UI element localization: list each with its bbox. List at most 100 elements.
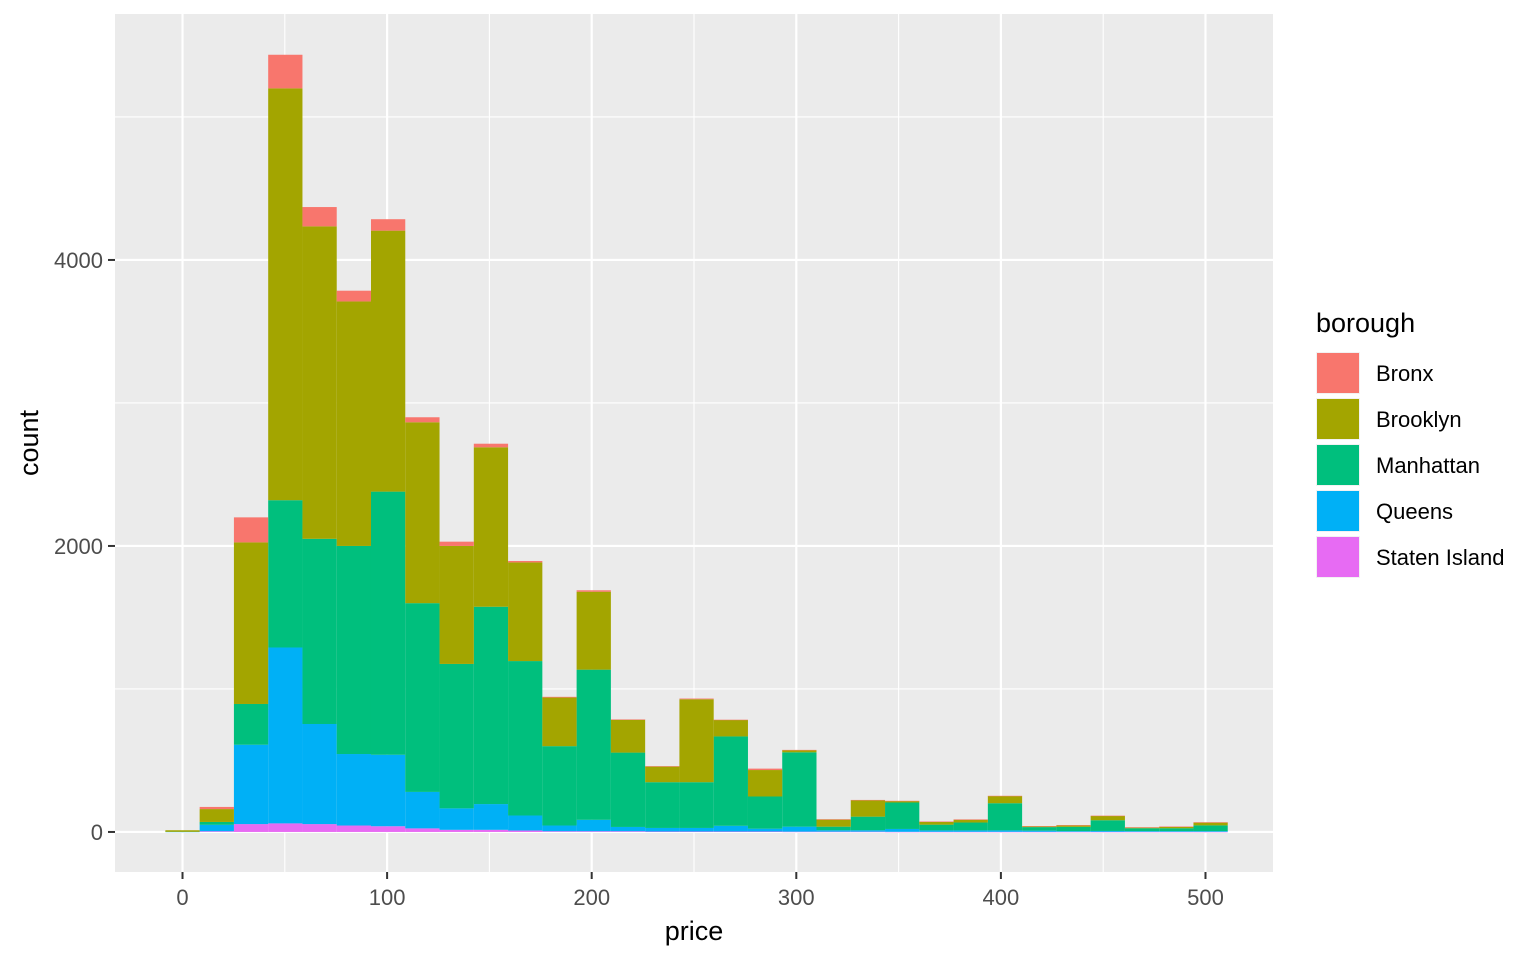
bar-segment	[885, 828, 920, 832]
bar-segment	[885, 801, 920, 803]
bar-segment	[850, 816, 886, 831]
bar-segment	[987, 831, 1023, 833]
y-axis: 0 2000 4000	[54, 248, 115, 845]
bar-segment	[473, 447, 509, 607]
bar-segment	[782, 749, 817, 751]
bar-segment	[816, 819, 851, 820]
bar-segment	[405, 417, 440, 423]
bar-segment	[576, 591, 611, 670]
bar-segment	[1124, 828, 1160, 832]
bar-segment	[199, 806, 234, 810]
bar-segment	[405, 603, 440, 792]
bar-segment	[336, 301, 371, 546]
bar-segment	[610, 831, 646, 832]
bar-segment	[919, 824, 954, 831]
bar-segment	[336, 825, 371, 832]
bar-segment	[1056, 826, 1091, 832]
bar-segment	[370, 230, 406, 492]
bar-segment	[919, 831, 954, 833]
bar-segment	[610, 752, 646, 827]
bar-segment	[987, 795, 1023, 797]
bar-segment	[1022, 826, 1057, 828]
bar-segment	[302, 207, 337, 227]
bar-segment	[473, 443, 509, 448]
bar-segment	[542, 831, 577, 832]
bar-segment	[747, 796, 783, 829]
bar-segment	[405, 791, 440, 829]
bar-segment	[782, 826, 817, 832]
bar-segment	[850, 799, 886, 801]
bar-segment	[233, 824, 269, 832]
bar-segment	[439, 808, 474, 830]
bar-segment	[370, 826, 406, 832]
bar-segment	[782, 752, 817, 827]
bar-segment	[1022, 830, 1057, 832]
series-bronx	[199, 54, 1228, 828]
legend-swatch	[1317, 445, 1359, 485]
bar-segment	[1159, 826, 1194, 828]
bar-segment	[919, 830, 954, 832]
series-staten-island	[199, 823, 1228, 833]
bar-segment	[302, 538, 337, 724]
bar-segment	[987, 796, 1023, 804]
bar-segment	[473, 829, 509, 832]
bar-segment	[542, 696, 577, 698]
bar-segment	[439, 545, 474, 664]
bar-segment	[782, 831, 817, 833]
bar-segment	[713, 831, 748, 833]
bar-segment	[885, 802, 920, 829]
bar-segment	[645, 782, 680, 828]
series-brooklyn	[165, 88, 1228, 832]
legend-item: Queens	[1316, 490, 1453, 532]
bar-segment	[645, 831, 680, 833]
series-manhattan	[199, 491, 1228, 832]
bars	[165, 54, 1228, 833]
bar-segment	[1159, 831, 1194, 832]
bar-segment	[816, 831, 851, 833]
legend: borough Bronx Brooklyn Manhattan Queens Stat…	[1316, 308, 1504, 578]
bar-segment	[576, 669, 611, 820]
x-tick-label: 100	[369, 885, 406, 910]
legend-label: Bronx	[1376, 361, 1433, 386]
bar-segment	[850, 831, 886, 833]
bar-segment	[713, 719, 748, 721]
bar-segment	[508, 661, 543, 816]
bar-segment	[1090, 815, 1125, 817]
bar-segment	[199, 831, 234, 832]
bar-segment	[679, 698, 714, 700]
bar-segment	[576, 590, 611, 592]
bar-segment	[302, 723, 337, 825]
bar-segment	[1056, 831, 1091, 832]
bar-segment	[1090, 830, 1125, 832]
y-axis-title: count	[14, 409, 44, 476]
bar-segment	[508, 560, 543, 563]
bar-segment	[508, 830, 543, 832]
y-tick-label: 2000	[54, 534, 103, 559]
bar-segment	[268, 88, 303, 501]
bar-segment	[713, 719, 748, 737]
bar-segment	[987, 830, 1023, 832]
series-queens	[165, 647, 1228, 833]
bar-segment	[508, 562, 543, 662]
x-tick-label: 0	[176, 885, 188, 910]
legend-label: Brooklyn	[1376, 407, 1462, 432]
bar-segment	[747, 770, 783, 797]
bar-segment	[713, 736, 748, 826]
bar-segment	[850, 800, 886, 817]
bar-segment	[645, 766, 680, 767]
bar-segment	[405, 828, 440, 832]
bar-segment	[542, 697, 577, 747]
bar-segment	[747, 831, 783, 833]
legend-swatch	[1317, 353, 1359, 393]
bar-segment	[233, 744, 269, 825]
x-tick-label: 200	[573, 885, 610, 910]
bar-segment	[1022, 827, 1057, 831]
bar-segment	[439, 541, 474, 546]
bar-segment	[747, 768, 783, 771]
bar-segment	[1022, 826, 1057, 827]
bar-segment	[1056, 831, 1091, 833]
bar-segment	[679, 831, 714, 833]
bar-segment	[165, 831, 200, 833]
legend-item: Bronx	[1316, 352, 1433, 394]
